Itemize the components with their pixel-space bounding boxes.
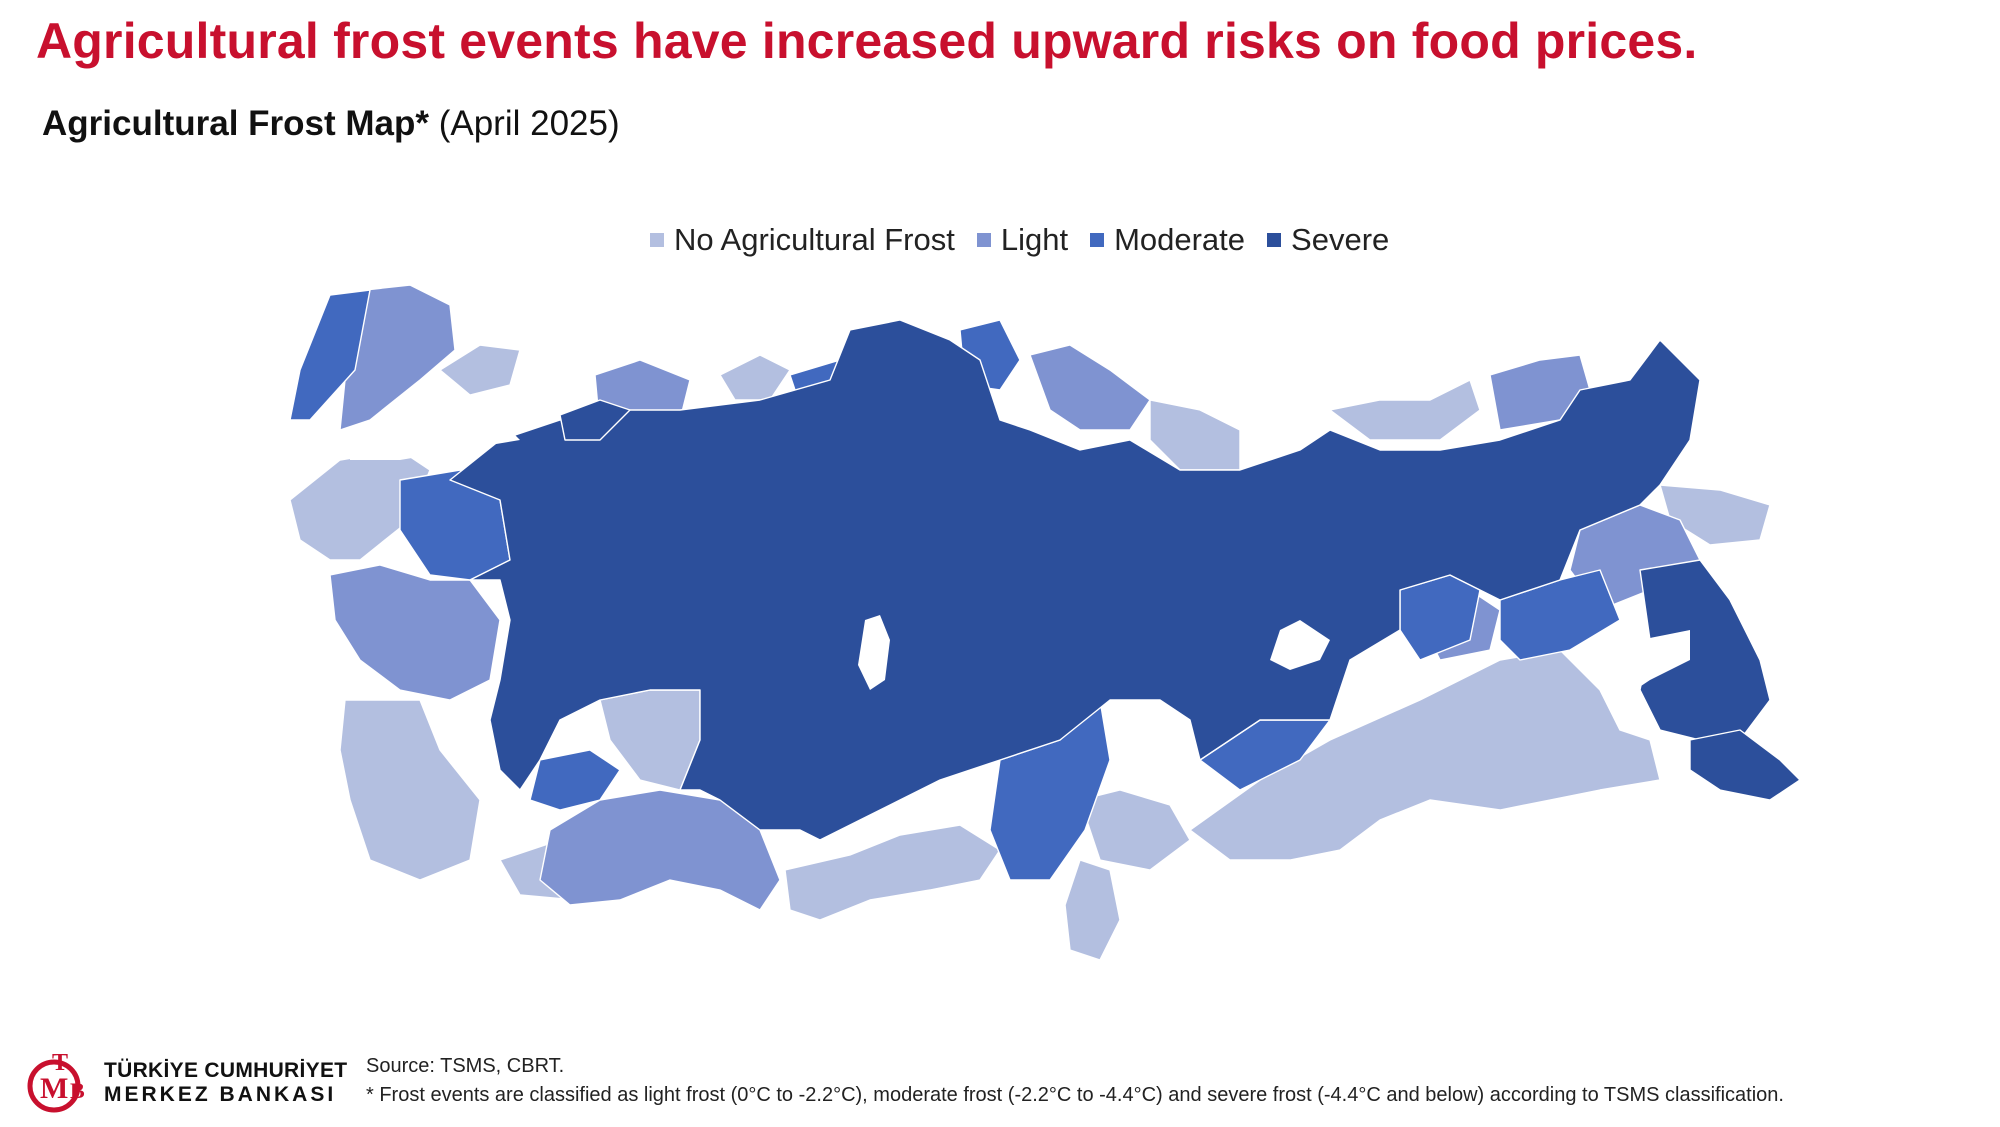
footnotes: Source: TSMS, CBRT. * Frost events are c…: [366, 1052, 1784, 1110]
region-hakkari-south: [1689, 729, 1801, 801]
page-headline: Agricultural frost events have increased…: [36, 13, 1698, 69]
svg-text:T: T: [52, 1050, 68, 1076]
cbrt-logo: M T B TÜRKİYE CUMHURİYET MERKEZ BANKASI: [24, 1050, 347, 1116]
region-adana: [1079, 789, 1191, 871]
legend-label-severe: Severe: [1291, 222, 1390, 257]
cbrt-emblem-icon: M T B: [27, 1050, 85, 1113]
svg-text:M: M: [40, 1072, 68, 1105]
lake-tuz: [858, 615, 890, 690]
map-subtitle: Agricultural Frost Map* (April 2025): [42, 104, 620, 144]
legend-item-none: No Agricultural Frost: [650, 222, 955, 258]
region-aegean-south: [339, 699, 481, 881]
region-aegean-north: [329, 564, 501, 701]
lake-ataturk-dam: [1270, 620, 1330, 670]
region-central-north: [449, 319, 1701, 841]
legend-swatch-moderate: [1090, 233, 1105, 247]
classification-footnote: * Frost events are classified as light f…: [366, 1084, 1784, 1106]
region-istanbul-east: [559, 399, 631, 441]
legend-item-moderate: Moderate: [1090, 222, 1245, 258]
svg-text:B: B: [70, 1078, 85, 1103]
lake-van: [1600, 630, 1690, 700]
region-black-sea-west: [719, 354, 791, 401]
region-hatay: [1064, 859, 1121, 961]
legend-item-severe: Severe: [1267, 222, 1389, 258]
logo-line-1: TÜRKİYE CUMHURİYET: [104, 1058, 348, 1082]
legend-item-light: Light: [976, 222, 1069, 258]
region-samsun: [1029, 344, 1151, 431]
map-date: (April 2025): [428, 104, 620, 143]
legend-label-none: No Agricultural Frost: [674, 222, 955, 257]
region-med-central: [784, 824, 1001, 921]
region-mugla: [539, 789, 781, 911]
sea-of-marmara: [350, 410, 520, 460]
map-title: Agricultural Frost Map*: [42, 104, 429, 143]
region-edirne: [339, 284, 456, 431]
region-thrace-east: [439, 344, 521, 396]
legend-swatch-severe: [1267, 233, 1282, 247]
region-canakkale: [289, 289, 371, 421]
region-giresun: [1329, 379, 1481, 441]
map-legend: No Agricultural Frost Light Moderate Sev…: [650, 222, 1389, 258]
region-southeast: [1189, 649, 1661, 861]
region-denizli: [529, 749, 621, 811]
logo-line-2: MERKEZ BANKASI: [104, 1083, 337, 1106]
legend-label-light: Light: [1000, 222, 1069, 257]
legend-label-moderate: Moderate: [1114, 222, 1246, 257]
region-elazig: [1499, 569, 1621, 661]
source-note: Source: TSMS, CBRT.: [366, 1055, 565, 1077]
legend-swatch-none: [650, 233, 664, 247]
legend-swatch-light: [976, 233, 991, 247]
